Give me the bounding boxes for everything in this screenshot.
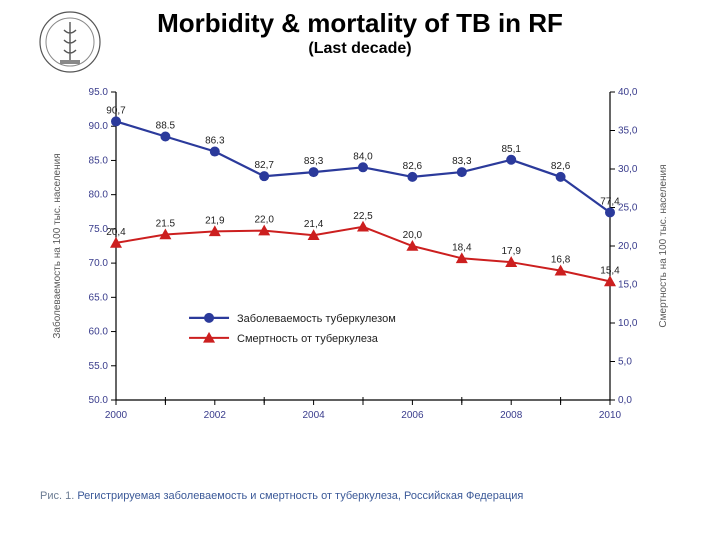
svg-text:35,0: 35,0: [618, 126, 638, 137]
svg-text:2010: 2010: [599, 410, 622, 421]
svg-text:85,1: 85,1: [501, 144, 521, 155]
page-subtitle: (Last decade): [0, 40, 720, 58]
svg-text:85.0: 85.0: [89, 155, 109, 166]
caption-body: Регистрируемая заболеваемость и смертнос…: [77, 490, 523, 502]
svg-text:65.0: 65.0: [89, 292, 109, 303]
caption-prefix: Рис. 1.: [40, 490, 77, 502]
svg-text:2006: 2006: [401, 410, 424, 421]
page-title: Morbidity & mortality of TB in RF: [0, 8, 720, 39]
svg-text:10,0: 10,0: [618, 318, 638, 329]
svg-text:2004: 2004: [302, 410, 325, 421]
svg-text:5,0: 5,0: [618, 357, 632, 368]
svg-text:60.0: 60.0: [89, 327, 109, 338]
svg-text:22,5: 22,5: [353, 211, 373, 222]
svg-text:82,6: 82,6: [551, 161, 571, 172]
svg-text:82,6: 82,6: [403, 161, 423, 172]
svg-text:55.0: 55.0: [89, 361, 109, 372]
svg-text:40,0: 40,0: [618, 87, 638, 98]
svg-text:18,4: 18,4: [452, 242, 472, 253]
tb-morbidity-mortality-chart: 50.055.060.065.070.075.080.085.090.095.0…: [40, 80, 680, 480]
svg-text:82,7: 82,7: [254, 160, 274, 171]
svg-text:90.0: 90.0: [89, 121, 109, 132]
svg-text:84,0: 84,0: [353, 151, 373, 162]
svg-text:20,4: 20,4: [106, 227, 126, 238]
svg-text:15,0: 15,0: [618, 280, 638, 291]
svg-text:30,0: 30,0: [618, 164, 638, 175]
svg-text:Заболеваемость на 100 тыс. нас: Заболеваемость на 100 тыс. населения: [51, 153, 63, 338]
svg-text:2000: 2000: [105, 410, 128, 421]
svg-text:16,8: 16,8: [551, 255, 571, 266]
svg-text:Заболеваемость туберкулезом: Заболеваемость туберкулезом: [237, 313, 396, 325]
svg-text:21.5: 21.5: [156, 218, 176, 229]
svg-text:70.0: 70.0: [89, 258, 109, 269]
svg-text:88.5: 88.5: [156, 120, 176, 131]
svg-text:Смертность от туберкулеза: Смертность от туберкулеза: [237, 333, 379, 345]
svg-text:0,0: 0,0: [618, 395, 632, 406]
svg-text:77,4: 77,4: [600, 196, 620, 207]
svg-text:83,3: 83,3: [304, 156, 324, 167]
svg-text:15,4: 15,4: [600, 265, 620, 276]
svg-text:17,9: 17,9: [501, 246, 521, 257]
svg-text:95.0: 95.0: [89, 87, 109, 98]
svg-text:80.0: 80.0: [89, 190, 109, 201]
svg-text:2008: 2008: [500, 410, 523, 421]
svg-text:50.0: 50.0: [89, 395, 109, 406]
svg-text:2002: 2002: [204, 410, 227, 421]
svg-text:21,9: 21,9: [205, 215, 225, 226]
svg-text:20,0: 20,0: [403, 230, 423, 241]
svg-text:Смертность на 100 тыс. населен: Смертность на 100 тыс. населения: [658, 164, 669, 327]
svg-text:20,0: 20,0: [618, 241, 638, 252]
svg-text:21,4: 21,4: [304, 219, 324, 230]
svg-text:25,0: 25,0: [618, 203, 638, 214]
svg-text:83,3: 83,3: [452, 156, 472, 167]
svg-text:86.3: 86.3: [205, 136, 225, 147]
figure-caption: Рис. 1. Регистрируемая заболеваемость и …: [40, 490, 680, 502]
svg-text:90,7: 90,7: [106, 105, 126, 116]
svg-text:22,0: 22,0: [254, 215, 274, 226]
